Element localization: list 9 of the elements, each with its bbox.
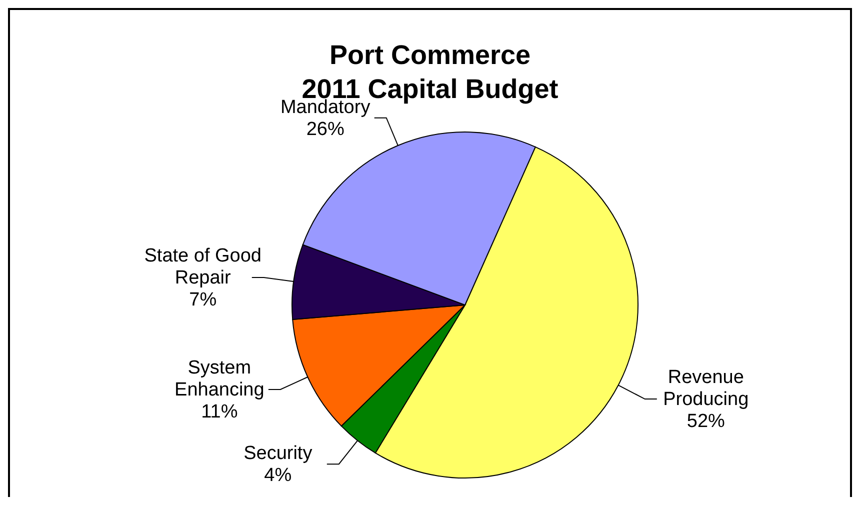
data-label: 7% — [189, 289, 217, 310]
data-label: 4% — [264, 465, 292, 486]
slice-label: Security — [244, 443, 313, 464]
slice-label: Revenue Producing — [663, 367, 749, 410]
data-label: 11% — [201, 402, 238, 423]
data-label: 26% — [306, 118, 344, 140]
slice-label: State of Good Repair — [144, 245, 262, 288]
slice-label: System Enhancing — [174, 358, 264, 401]
data-label: 52% — [686, 411, 726, 432]
